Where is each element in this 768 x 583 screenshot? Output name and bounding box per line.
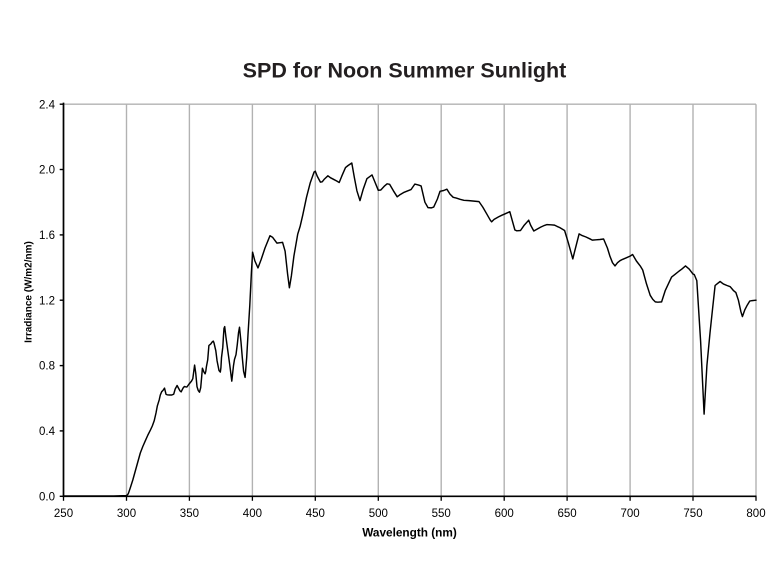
svg-text:250: 250 — [54, 508, 73, 520]
svg-text:650: 650 — [558, 508, 577, 520]
svg-text:600: 600 — [495, 508, 514, 520]
svg-text:2.0: 2.0 — [39, 165, 55, 177]
svg-text:800: 800 — [746, 508, 765, 520]
svg-text:1.2: 1.2 — [39, 295, 55, 307]
svg-text:400: 400 — [243, 508, 262, 520]
svg-text:2.4: 2.4 — [39, 99, 56, 111]
svg-text:750: 750 — [683, 508, 702, 520]
svg-text:0.4: 0.4 — [39, 426, 56, 438]
svg-text:300: 300 — [117, 508, 136, 520]
svg-text:Irradiance (W/m2/nm): Irradiance (W/m2/nm) — [24, 241, 35, 343]
svg-text:0.0: 0.0 — [39, 491, 55, 503]
svg-text:350: 350 — [180, 508, 199, 520]
svg-text:Wavelength (nm): Wavelength (nm) — [362, 525, 457, 539]
svg-text:450: 450 — [306, 508, 325, 520]
svg-text:1.6: 1.6 — [39, 230, 55, 242]
svg-text:SPD for Noon Summer Sunlight: SPD for Noon Summer Sunlight — [243, 59, 567, 83]
svg-text:0.8: 0.8 — [39, 361, 55, 373]
svg-text:550: 550 — [432, 508, 451, 520]
svg-text:700: 700 — [621, 508, 640, 520]
svg-text:500: 500 — [369, 508, 388, 520]
